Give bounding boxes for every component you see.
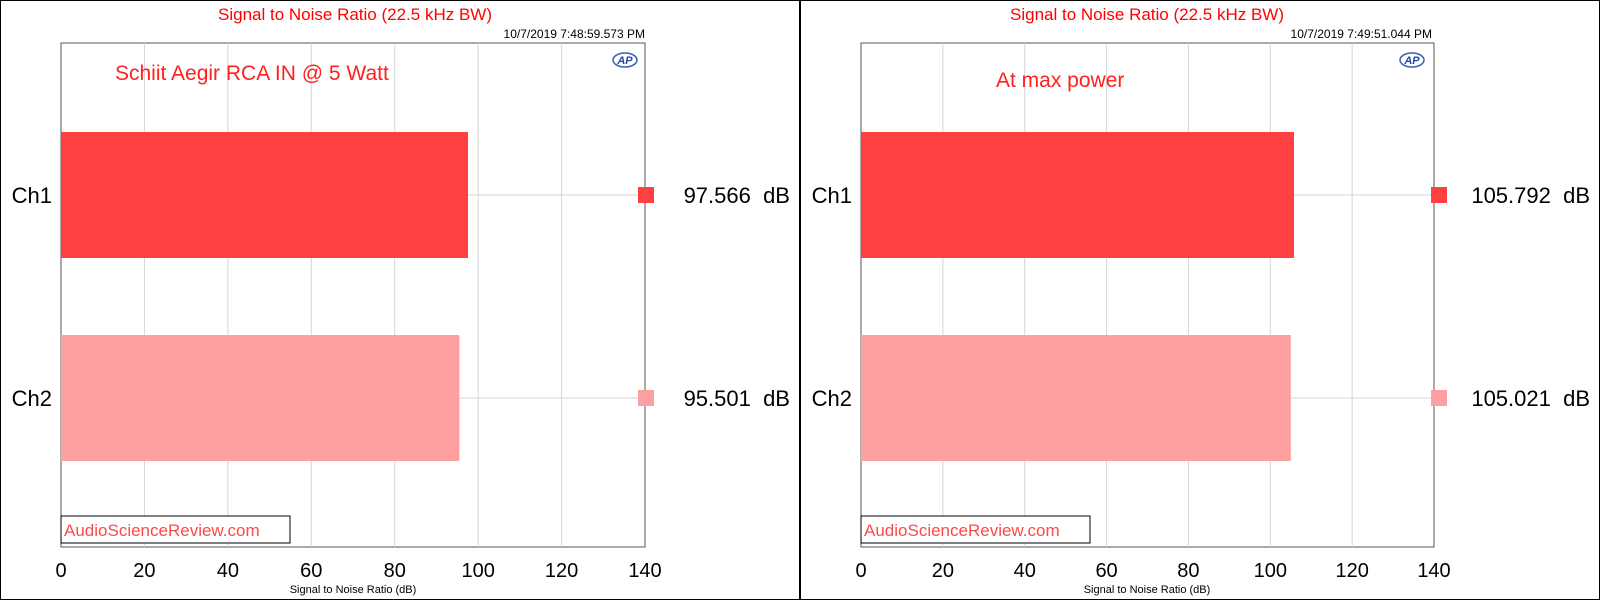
- watermark-box: [860, 515, 1091, 544]
- category-label: Ch1: [812, 183, 852, 208]
- bar-ch2: [861, 335, 1291, 461]
- bar-ch1: [861, 132, 1294, 258]
- legend: 105.792 dB 105.021 dB: [1431, 183, 1590, 411]
- x-axis-label: Signal to Noise Ratio (dB): [1084, 584, 1211, 596]
- x-tick-label: 60: [300, 560, 322, 582]
- x-tick-label: 80: [1177, 560, 1199, 582]
- ap-logo: AP: [1399, 52, 1425, 68]
- legend-swatch-ch1: [1431, 187, 1447, 203]
- timestamp: 10/7/2019 7:49:51.044 PM: [1291, 27, 1432, 41]
- bars: [61, 132, 468, 461]
- value-label: 95.501 dB: [684, 386, 790, 411]
- category-label: Ch1: [12, 183, 52, 208]
- x-tick-label: 100: [1254, 560, 1287, 582]
- plot-area: [860, 42, 1435, 548]
- watermark-text: AudioScienceReview.com: [64, 521, 260, 540]
- x-tick-label: 0: [55, 560, 66, 582]
- value-label: 97.566 dB: [684, 183, 790, 208]
- x-tick-label: 20: [932, 560, 954, 582]
- x-tick-label: 120: [545, 560, 578, 582]
- category-label: Ch2: [812, 386, 852, 411]
- annotation-text: Schiit Aegir RCA IN @ 5 Watt: [115, 62, 389, 85]
- value-label: 105.792 dB: [1471, 183, 1590, 208]
- x-tick-label: 140: [1417, 560, 1450, 582]
- legend-swatch-ch2: [638, 390, 654, 406]
- ap-logo: AP: [612, 52, 638, 68]
- legend: 97.566 dB 95.501 dB: [638, 183, 790, 411]
- x-tick-label: 40: [1014, 560, 1036, 582]
- plot-area: [60, 42, 646, 548]
- x-tick-label: 0: [855, 560, 866, 582]
- legend-swatch-ch1: [638, 187, 654, 203]
- x-tick-label: 20: [133, 560, 155, 582]
- timestamp: 10/7/2019 7:48:59.573 PM: [504, 27, 645, 41]
- x-axis-ticks: 0 20 40 60 80 100 120 140 Ch1 Ch2: [812, 183, 1451, 582]
- x-axis-label: Signal to Noise Ratio (dB): [290, 584, 417, 596]
- category-label: Ch2: [12, 386, 52, 411]
- x-tick-label: 40: [217, 560, 239, 582]
- value-label: 105.021 dB: [1471, 386, 1590, 411]
- chart-panel-right: Signal to Noise Ratio (22.5 kHz BW) 10/7…: [812, 5, 1590, 596]
- x-tick-label: 100: [461, 560, 494, 582]
- ap-logo-text: AP: [616, 55, 633, 67]
- bar-ch2: [61, 335, 460, 461]
- x-tick-label: 120: [1335, 560, 1368, 582]
- x-tick-label: 140: [628, 560, 661, 582]
- annotation-text: At max power: [996, 69, 1124, 92]
- watermark-text: AudioScienceReview.com: [864, 521, 1060, 540]
- bar-ch1: [61, 132, 468, 258]
- legend-swatch-ch2: [1431, 390, 1447, 406]
- x-tick-label: 80: [384, 560, 406, 582]
- ap-logo-text: AP: [1403, 55, 1420, 67]
- chart-title: Signal to Noise Ratio (22.5 kHz BW): [218, 5, 492, 24]
- bars: [861, 132, 1294, 461]
- watermark-box: [60, 515, 291, 544]
- x-axis-ticks: 0 20 40 60 80 100 120 140 Ch1 Ch2: [12, 183, 662, 582]
- x-tick-label: 60: [1095, 560, 1117, 582]
- chart-panel-left: Signal to Noise Ratio (22.5 kHz BW) 10/7…: [12, 5, 790, 596]
- chart-title: Signal to Noise Ratio (22.5 kHz BW): [1010, 5, 1284, 24]
